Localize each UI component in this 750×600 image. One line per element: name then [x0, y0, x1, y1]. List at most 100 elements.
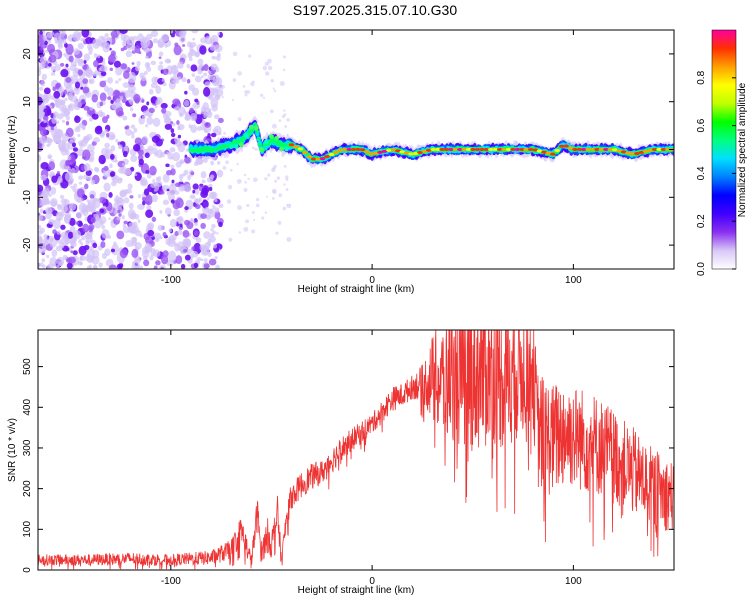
ridge-peak [359, 148, 366, 152]
noise-blob [77, 58, 84, 64]
noise-blob [125, 125, 130, 130]
noise-blob [131, 62, 135, 65]
noise-blob [200, 222, 206, 229]
noise-blob [79, 142, 84, 149]
noise-blob [160, 266, 164, 269]
noise-blob [192, 183, 199, 190]
noise-blob [200, 258, 204, 262]
noise-blob [94, 168, 100, 173]
noise-blob [137, 219, 141, 223]
noise-blob [201, 179, 206, 184]
noise-blob [202, 102, 210, 111]
noise-blob [51, 117, 57, 124]
noise-blob [64, 97, 68, 102]
ridge-peak [483, 148, 490, 151]
noise-blob [177, 142, 186, 153]
noise-blob [253, 177, 258, 183]
noise-blob [128, 222, 134, 228]
noise-blob [101, 229, 110, 239]
noise-blob [283, 183, 286, 186]
ridge-peak [572, 148, 578, 151]
noise-blob [211, 204, 215, 207]
ridge-peak [399, 150, 406, 154]
noise-blob [201, 75, 204, 79]
noise-blob [84, 163, 91, 172]
noise-blob [52, 229, 57, 235]
noise-blob [56, 120, 60, 124]
ridge-peak [457, 148, 463, 151]
noise-blob [259, 93, 264, 97]
noise-blob [70, 61, 77, 67]
colorbar-tick-label: 0.6 [696, 118, 707, 132]
noise-blob [98, 67, 102, 72]
noise-blob [172, 98, 181, 106]
noise-blob [105, 132, 110, 138]
noise-blob [207, 133, 211, 138]
noise-blob [184, 206, 189, 211]
noise-blob [67, 231, 74, 239]
noise-blob [39, 30, 43, 36]
noise-blob [93, 59, 99, 68]
spectrogram-xtick-label: -100 [161, 275, 181, 286]
ridge-peak [381, 149, 388, 153]
noise-blob [52, 111, 59, 116]
spectrogram-ytick-label: 20 [22, 48, 33, 60]
noise-blob [210, 228, 214, 232]
noise-blob [50, 126, 55, 131]
noise-blob [208, 183, 213, 188]
noise-blob [150, 30, 159, 38]
snr-ytick-label: 500 [22, 358, 33, 375]
noise-blob [82, 209, 89, 217]
noise-blob [283, 113, 287, 116]
snr-xtick-label: 0 [369, 576, 375, 587]
noise-blob [44, 49, 48, 54]
noise-blob [98, 154, 106, 165]
noise-blob [47, 43, 56, 54]
noise-blob [215, 264, 221, 269]
ridge-peak [306, 155, 313, 159]
noise-blob [158, 56, 162, 60]
noise-blob [70, 241, 77, 248]
noise-blob [179, 159, 185, 164]
noise-blob [210, 63, 218, 71]
noise-blob [266, 195, 269, 198]
noise-blob [278, 119, 282, 123]
spectrogram-xtick-label: 100 [565, 275, 582, 286]
noise-blob [276, 176, 281, 180]
noise-blob [190, 124, 198, 133]
noise-blob [40, 79, 46, 87]
noise-blob [99, 101, 104, 107]
snr-series-line [38, 330, 674, 570]
noise-blob [285, 188, 289, 191]
noise-blob [184, 254, 191, 261]
noise-blob [65, 77, 72, 83]
noise-blob [130, 124, 136, 129]
noise-blob [213, 243, 218, 249]
noise-blob [204, 81, 211, 87]
noise-blob [126, 42, 135, 51]
noise-blob [60, 236, 69, 246]
snr-ytick-label: 200 [22, 480, 33, 497]
snr-ylabel: SNR (10 * v/v) [7, 418, 18, 482]
noise-blob [77, 69, 84, 76]
noise-blob [65, 121, 70, 126]
noise-blob [116, 263, 122, 269]
ridge-peak [532, 148, 538, 152]
noise-blob [122, 226, 131, 233]
noise-blob [40, 174, 48, 181]
noise-blob [53, 90, 61, 99]
noise-blob [90, 216, 96, 224]
ridge-peak [269, 134, 274, 139]
noise-blob [274, 179, 278, 183]
noise-blob [284, 125, 288, 128]
noise-blob [99, 216, 107, 225]
noise-blob [165, 238, 172, 246]
noise-blob [82, 223, 89, 233]
noise-blob [46, 143, 51, 148]
noise-blob [77, 260, 83, 266]
noise-blob [264, 177, 268, 181]
ridge-peak [651, 148, 658, 151]
noise-blob [211, 79, 220, 86]
noise-blob [99, 111, 106, 118]
noise-blob [207, 241, 212, 247]
